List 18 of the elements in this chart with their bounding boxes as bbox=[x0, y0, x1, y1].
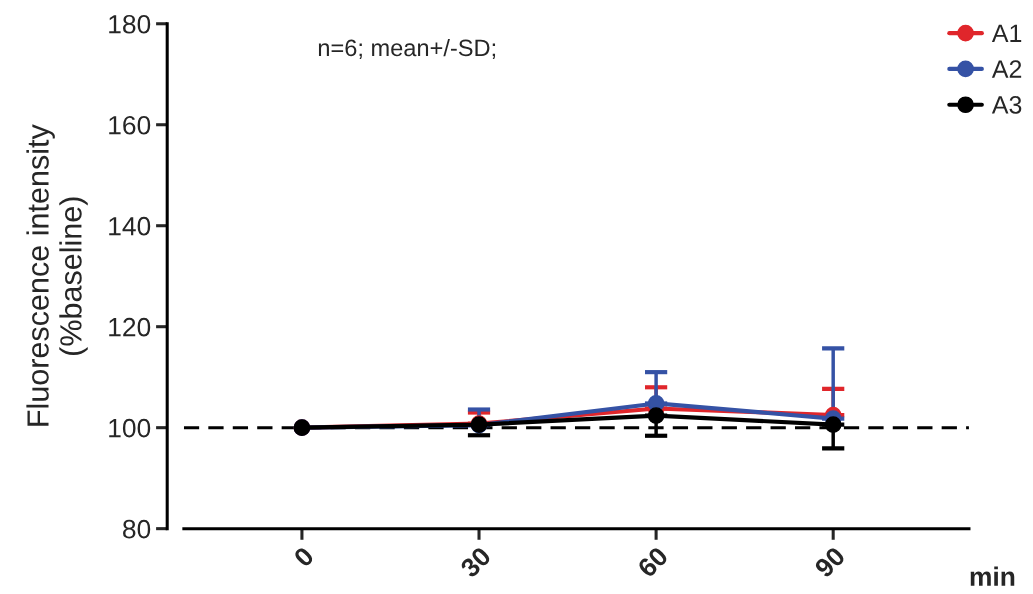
y-tick-label: 80 bbox=[123, 519, 151, 539]
x-tick-label: 60 bbox=[636, 545, 670, 579]
y-tick-label: 180 bbox=[109, 14, 151, 34]
x-tick-label: 90 bbox=[813, 545, 847, 579]
y-tick-label: 100 bbox=[109, 418, 151, 438]
legend-label: A3 bbox=[991, 96, 1022, 114]
legend-label: A1 bbox=[991, 24, 1022, 42]
y-tick-label: 140 bbox=[109, 216, 151, 236]
y-axis-title: Fluorescence intensity (%baseline) bbox=[26, 124, 88, 426]
point bbox=[647, 407, 665, 424]
y-tick-label: 160 bbox=[109, 115, 151, 135]
x-tick-label: 0 bbox=[292, 545, 315, 568]
y-tick-label: 120 bbox=[109, 317, 151, 337]
legend-label: A2 bbox=[991, 60, 1022, 78]
point bbox=[824, 416, 842, 433]
x-axis-title: min bbox=[970, 566, 1015, 586]
annotation: n=6; mean+/-SD; bbox=[318, 38, 496, 60]
x-tick-label: 30 bbox=[459, 545, 492, 579]
